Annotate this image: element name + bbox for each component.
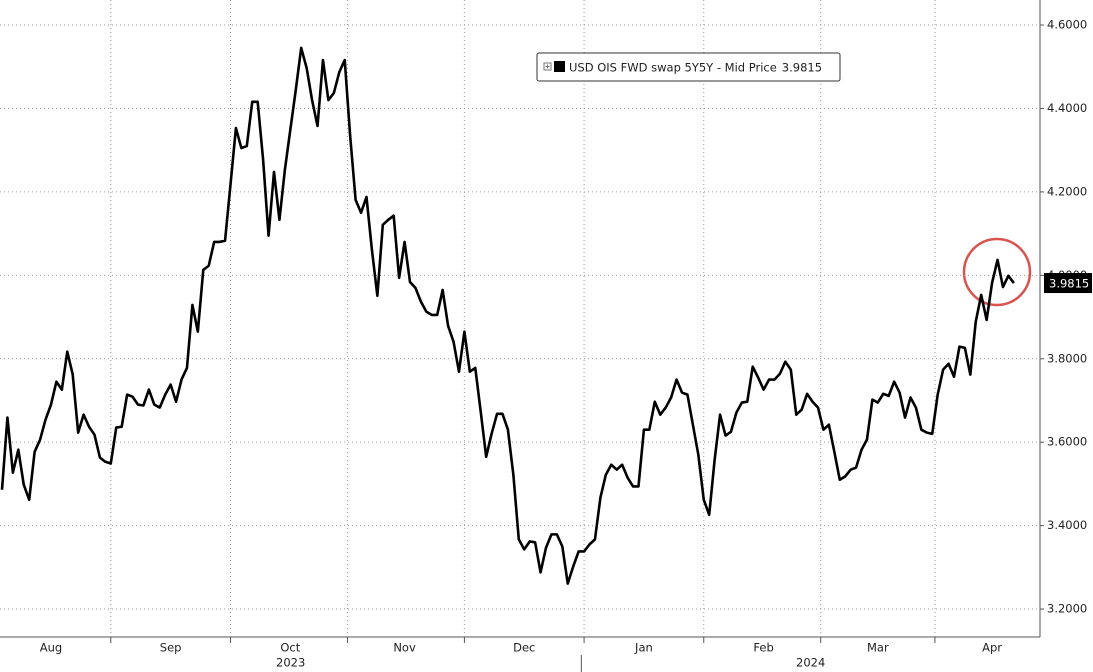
- x-tick-label: Mar: [867, 641, 889, 655]
- highlight-circle: [962, 237, 1032, 307]
- x-tick-label: Apr: [982, 641, 1002, 655]
- y-tick-label: 4.2000: [1047, 184, 1087, 198]
- y-tick-label: 3.8000: [1047, 351, 1087, 365]
- x-tick-label: Dec: [513, 641, 535, 655]
- legend-box: [536, 52, 841, 82]
- y-tick-label: 3.4000: [1047, 518, 1087, 532]
- last-value-tag: [1044, 273, 1092, 294]
- x-tick-label: Feb: [753, 641, 773, 655]
- x-tick-label: Oct: [280, 641, 300, 655]
- legend-name: USD OIS FWD swap 5Y5Y - Mid Price: [569, 60, 777, 74]
- x-tick-label: Nov: [393, 641, 416, 655]
- y-tick-label: 3.2000: [1047, 602, 1087, 616]
- legend-swatch: [554, 61, 565, 72]
- legend-value: 3.9815: [782, 60, 822, 74]
- y-tick-label: 4.6000: [1047, 18, 1087, 32]
- legend-text: USD OIS FWD swap 5Y5Y - Mid Price 3.9815: [569, 60, 822, 74]
- x-tick-label: Jan: [634, 641, 653, 655]
- x-tick-label: Aug: [40, 641, 62, 655]
- legend: USD OIS FWD swap 5Y5Y - Mid Price 3.9815: [536, 52, 841, 82]
- last-value-label: 3.9815: [1049, 277, 1089, 291]
- x-tick-label: Sep: [160, 641, 182, 655]
- y-tick-label: 4.4000: [1047, 101, 1087, 115]
- year-label: 2024: [796, 656, 825, 670]
- year-label: 2023: [276, 656, 305, 670]
- data-line: [0, 46, 1015, 585]
- y-tick-label: 3.6000: [1047, 435, 1087, 449]
